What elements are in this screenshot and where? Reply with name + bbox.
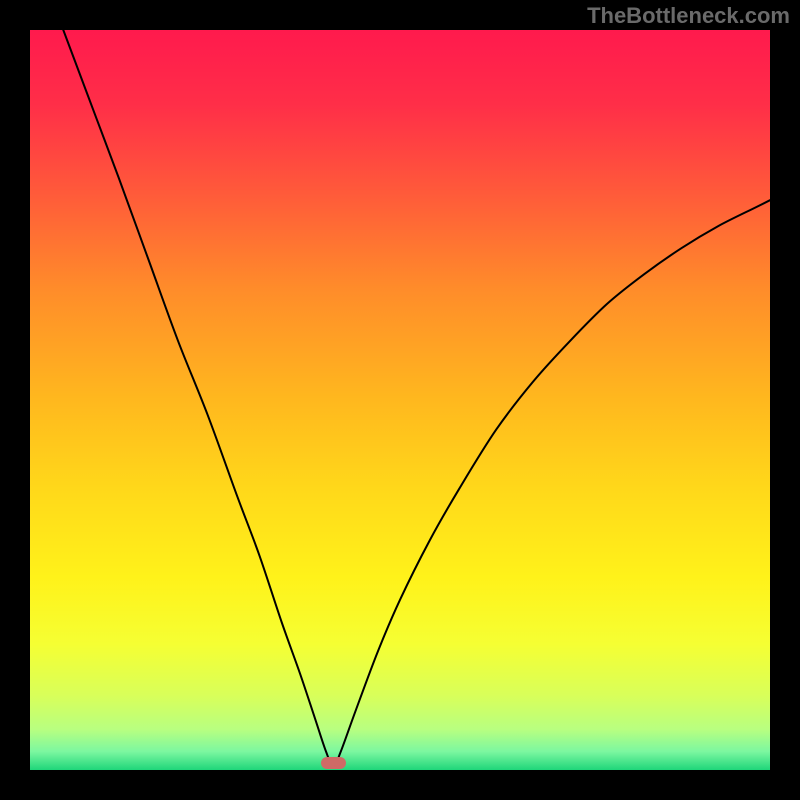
bottleneck-curve (30, 30, 770, 770)
watermark-text: TheBottleneck.com (587, 3, 790, 29)
plot-area (30, 30, 770, 770)
optimum-marker (321, 757, 346, 769)
